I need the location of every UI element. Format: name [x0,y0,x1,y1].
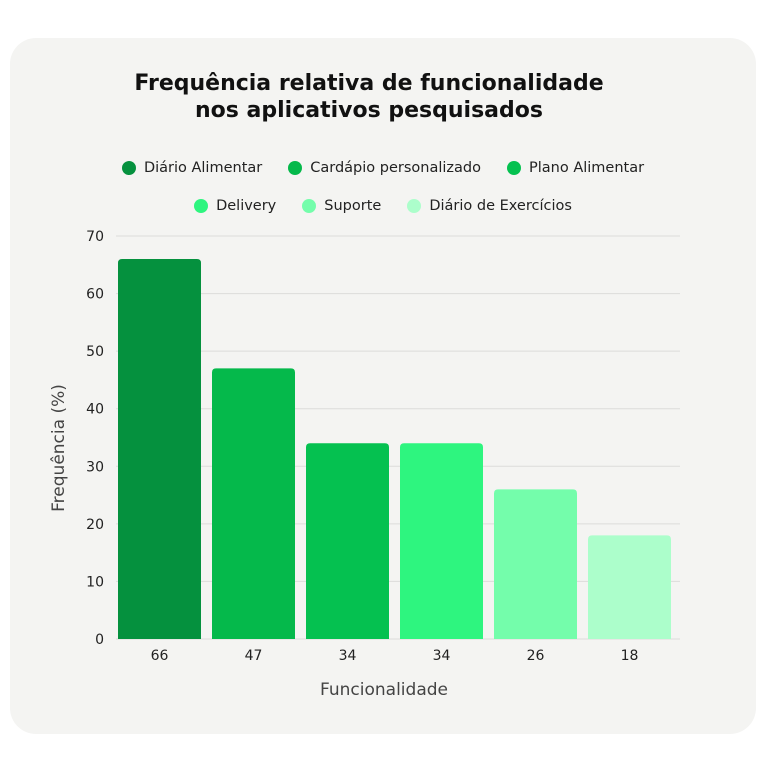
legend-swatch [194,199,209,213]
bar [400,443,483,639]
y-tick-label: 60 [86,287,104,303]
legend-label: Delivery [216,198,277,214]
legend-swatch [506,161,521,175]
legend-item-diario-alimentar: Diário Alimentar [121,160,263,176]
y-axis-title: Frequência (%) [49,384,69,512]
chart-title-line-2: nos aplicativos pesquisados [195,98,543,123]
bar [588,535,671,639]
legend-label: Cardápio personalizado [310,160,481,176]
legend-label: Diário Alimentar [143,160,263,176]
legend-row-2: Delivery Suporte Diário de Exercícios [10,198,756,214]
bar [212,368,295,639]
x-tick-label: 47 [245,648,263,664]
y-tick-label: 50 [86,344,104,360]
x-tick-label: 66 [151,648,169,664]
legend-item-cardapio-personalizado: Cardápio personalizado [288,160,481,176]
legend-swatch [121,161,136,175]
legend-row-1: Diário Alimentar Cardápio personalizado … [10,160,756,176]
x-tick-label: 26 [527,648,545,664]
legend-item-suporte: Suporte [302,198,381,214]
legend-item-delivery: Delivery [194,198,276,214]
y-tick-label: 10 [86,574,104,590]
legend-item-diario-exercicios: Diário de Exercícios [407,198,572,214]
legend-swatch [288,161,303,175]
x-tick-label: 18 [621,648,639,664]
legend-swatch [407,199,422,213]
bar [118,259,201,639]
y-tick-label: 70 [86,229,104,245]
y-tick-label: 20 [86,517,104,533]
legend-label: Diário de Exercícios [429,198,572,214]
bar [494,489,577,639]
x-tick-label: 34 [339,648,357,664]
legend-swatch [302,199,317,213]
legend-label: Plano Alimentar [528,160,645,176]
legend-item-plano-alimentar: Plano Alimentar [506,160,645,176]
legend-label: Suporte [324,198,382,214]
y-tick-label: 30 [86,459,104,475]
y-tick-label: 40 [86,402,104,418]
chart-title-line-1: Frequência relativa de funcionalidade [134,71,604,96]
x-tick-label: 34 [433,648,451,664]
y-tick-label: 0 [95,632,104,648]
x-axis-title: Funcionalidade [320,680,448,700]
bar [306,443,389,639]
